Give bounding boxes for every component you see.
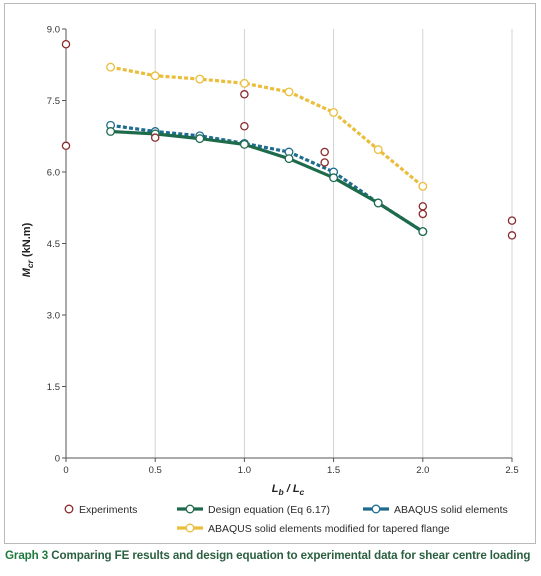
tick-labels: 0 1.5 3.0 4.5 6.0 7.5 9.0 0 0.5 1.0 1.5 2.0 2.5 [47, 25, 519, 477]
experiment-point-6 [320, 158, 329, 167]
experiment-point-3 [240, 90, 249, 99]
y-tick-label-5: 7.5 [47, 96, 60, 107]
series-3-point-1 [150, 71, 160, 81]
legend-abaqus-tapered-marker [185, 523, 195, 533]
legend-experiments-label: Experiments [79, 504, 137, 516]
legend-abaqus-solid-label: ABAQUS solid elements [394, 504, 508, 516]
series-3-point-4 [284, 87, 294, 97]
chart: 0 1.5 3.0 4.5 6.0 7.5 9.0 0 0.5 1.0 1.5 2.0 2.5 Mcr … [21, 25, 519, 536]
series-3-point-5 [329, 107, 339, 117]
experiment-point-5 [320, 147, 329, 157]
experiment-point-1 [61, 141, 71, 151]
y-tick-label-4: 6.0 [47, 168, 60, 179]
legend-experiments-marker [64, 504, 74, 514]
x-tick-label-5: 2.5 [505, 465, 518, 476]
legend-abaqus-tapered-label: ABAQUS solid elements modified for taper… [208, 523, 450, 535]
series-1-point-5 [329, 173, 339, 183]
legend-item-experiments: Experiments [64, 504, 137, 516]
legend-item-abaqus-tapered: ABAQUS solid elements modified for taper… [177, 523, 450, 535]
series-3-point-6 [373, 145, 383, 155]
y-tick-label-3: 4.5 [47, 239, 60, 250]
legend-design-equation-label: Design equation (Eq 6.17) [208, 504, 330, 516]
experiment-point-9 [507, 216, 517, 225]
figure-caption: Graph 3 Comparing FE results and design … [5, 549, 541, 562]
x-tick-label-3: 1.5 [327, 465, 340, 476]
markers-layer [61, 40, 517, 240]
x-tick-label-4: 2.0 [416, 465, 429, 476]
experiment-point-8 [418, 209, 428, 219]
experiment-point-2 [150, 133, 160, 142]
figure-frame: 0 1.5 3.0 4.5 6.0 7.5 9.0 0 0.5 1.0 1.5 2.0 2.5 Mcr … [4, 3, 536, 544]
gridlines [154, 29, 513, 458]
experiment-point-4 [240, 121, 249, 131]
legend-design-equation-marker [185, 504, 195, 514]
series-1-point-0 [106, 127, 116, 136]
legend-abaqus-solid-marker [371, 504, 381, 514]
series-3-point-7 [418, 181, 428, 191]
series-1-point-6 [373, 198, 383, 208]
y-tick-label-0: 0 [55, 454, 60, 465]
y-axis-label: Mcr (kN.m) [21, 222, 35, 277]
series-1-point-7 [418, 227, 428, 237]
legend-item-abaqus-solid: ABAQUS solid elements [363, 504, 508, 516]
experiment-point-0 [61, 40, 71, 49]
series-1-point-3 [239, 139, 249, 149]
y-tick-label-1: 1.5 [47, 382, 60, 393]
series-layer [108, 65, 425, 234]
x-tick-label-2: 1.0 [238, 465, 251, 476]
caption-text: Comparing FE results and design equation… [51, 549, 531, 562]
series-3-point-3 [239, 78, 249, 88]
series-line-1 [108, 129, 425, 234]
axes [62, 28, 513, 462]
y-tick-label-2: 3.0 [47, 311, 60, 322]
series-3-point-0 [106, 62, 116, 72]
series-line-3 [110, 65, 424, 188]
experiment-point-7 [418, 202, 428, 211]
x-axis-label: Lb / Lc [272, 483, 305, 497]
x-tick-label-1: 0.5 [149, 465, 162, 476]
series-1-point-2 [195, 134, 205, 144]
legend-item-design-equation: Design equation (Eq 6.17) [177, 504, 330, 516]
series-3-point-2 [195, 74, 205, 84]
x-tick-label-0: 0 [63, 465, 68, 476]
legend: Experiments Design equation (Eq 6.17) AB… [64, 504, 508, 535]
experiment-point-10 [507, 231, 517, 240]
series-1-point-4 [284, 154, 294, 164]
y-tick-label-6: 9.0 [47, 25, 60, 36]
caption-label: Graph 3 [5, 549, 49, 562]
